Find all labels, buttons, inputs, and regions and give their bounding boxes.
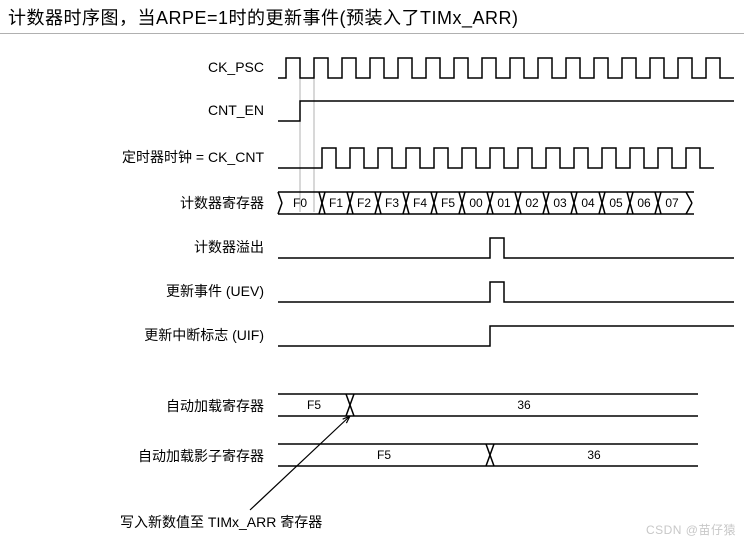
watermark: CSDN @苗仔猿 bbox=[646, 521, 736, 538]
annotation-text: 写入新数值至 TIMx_ARR 寄存器 bbox=[120, 512, 322, 532]
annotation-arrow bbox=[0, 0, 744, 544]
